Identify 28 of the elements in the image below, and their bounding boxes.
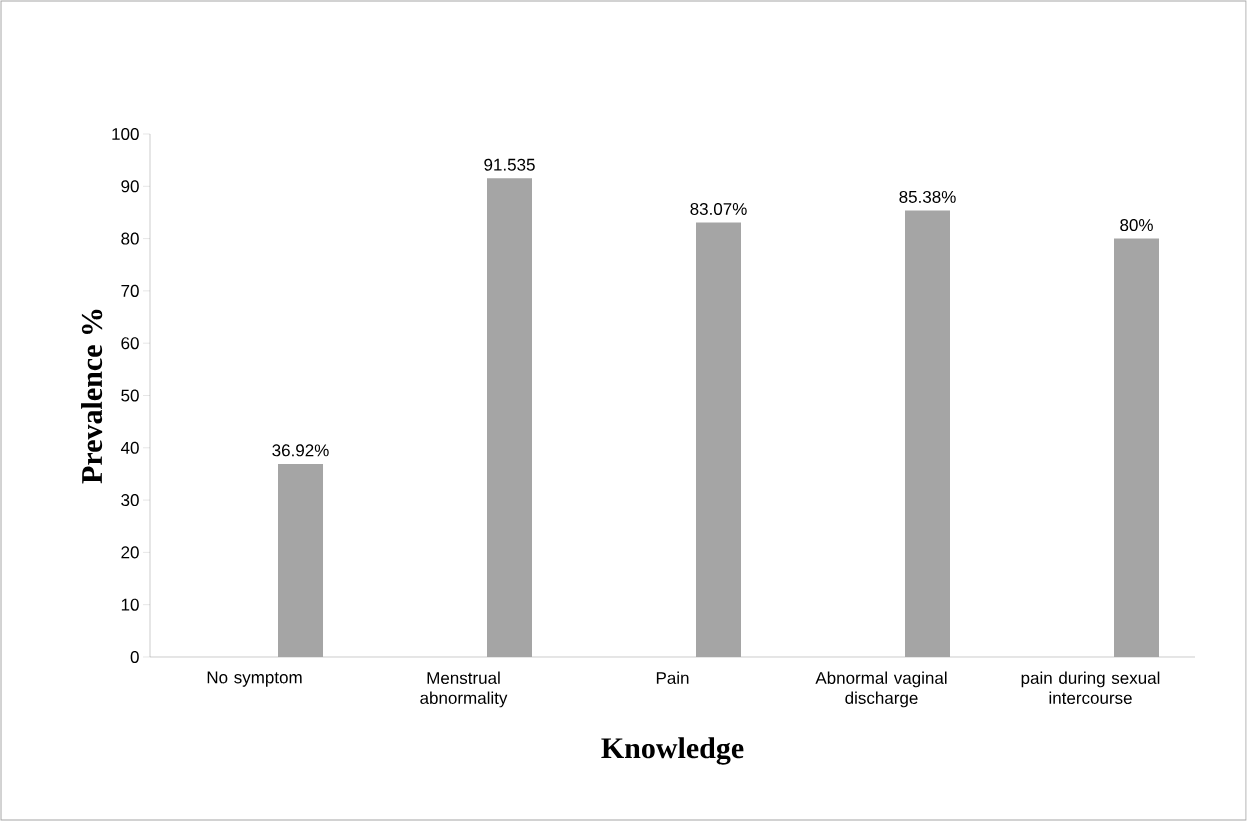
- y-tick-label: 80: [121, 232, 139, 245]
- y-tick-label: 50: [121, 389, 139, 402]
- y-tick-label: 90: [121, 180, 139, 193]
- y-tick-label: 20: [121, 546, 139, 559]
- x-tick-label: Menstrual abnormality: [420, 671, 508, 708]
- x-tick-label: Abnormal vaginal discharge: [815, 671, 947, 708]
- y-tick-label: 70: [121, 284, 139, 297]
- bar: [487, 178, 533, 657]
- data-label: 83.07%: [690, 202, 747, 215]
- bar: [696, 222, 742, 657]
- y-tick-label: 30: [121, 494, 139, 507]
- bar: [278, 463, 324, 657]
- y-tick-label: 100: [112, 127, 139, 141]
- data-label: 91.535: [484, 158, 535, 171]
- x-tick-label: No symptom: [207, 671, 302, 687]
- y-tick-label: 10: [121, 598, 139, 611]
- data-label: 85.38%: [899, 190, 956, 203]
- data-label: 36.92%: [272, 444, 329, 457]
- data-label: 80%: [1120, 219, 1153, 232]
- x-tick-label: Pain: [656, 671, 689, 685]
- bar: [1114, 238, 1160, 657]
- y-axis-title: Prevalence %: [81, 309, 103, 484]
- y-tick-label: 0: [130, 650, 139, 664]
- y-tick-label: 60: [121, 337, 139, 350]
- y-tick-label: 40: [120, 441, 139, 454]
- x-tick-label: pain during sexual intercourse: [1021, 671, 1160, 705]
- x-axis-title: Knowledge: [601, 737, 744, 765]
- bar: [905, 210, 951, 657]
